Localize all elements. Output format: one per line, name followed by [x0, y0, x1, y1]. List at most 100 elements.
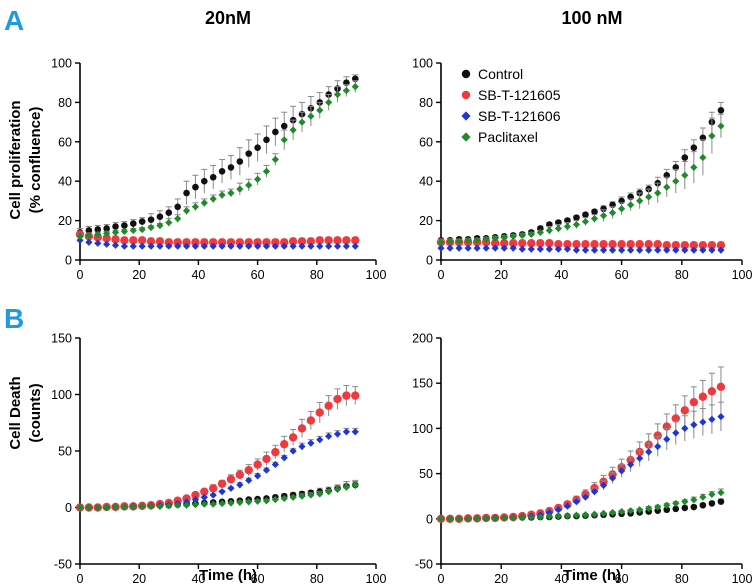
data-point	[165, 218, 173, 227]
data-point	[699, 246, 707, 254]
data-point	[599, 212, 608, 220]
data-point	[518, 239, 527, 248]
data-point	[654, 246, 662, 254]
y-tick-label: 50	[58, 445, 72, 459]
plot-b-20nm: -50 0 50 100 150 0 20 40 60 80 100	[51, 332, 386, 587]
data-point	[437, 515, 445, 523]
data-point	[509, 514, 517, 522]
data-point	[191, 495, 200, 504]
data-point	[545, 245, 553, 253]
data-point	[120, 227, 128, 236]
data-point	[137, 236, 147, 245]
data-point	[307, 112, 315, 120]
data-point	[200, 487, 209, 496]
data-point	[262, 167, 271, 175]
data-point	[316, 490, 324, 498]
data-point	[563, 240, 572, 249]
data-point	[545, 226, 553, 235]
x-tick-label: 20	[494, 572, 508, 586]
data-point	[717, 106, 725, 114]
x-tick-label: 20	[132, 268, 146, 282]
plot-b-100nm: -50 0 50 100 150 200 0 20 40 60 80 100	[412, 332, 752, 587]
data-point	[690, 496, 698, 504]
data-point	[200, 493, 208, 501]
data-point	[325, 488, 333, 496]
data-point	[253, 238, 262, 247]
data-point	[289, 493, 297, 501]
data-point	[254, 175, 262, 183]
x-tick-label: 80	[310, 268, 324, 282]
series-paclitaxel	[437, 113, 725, 246]
data-point	[635, 240, 644, 249]
data-point	[120, 236, 129, 245]
data-point	[554, 224, 562, 233]
data-point	[608, 508, 617, 517]
data-point	[599, 509, 608, 517]
data-point	[582, 211, 589, 218]
x-tick-label: 80	[310, 572, 324, 586]
panel-label-a: A	[4, 5, 24, 36]
series-sb-t-121606	[76, 236, 359, 250]
data-point	[245, 181, 253, 189]
data-point	[209, 195, 217, 203]
data-point	[527, 239, 536, 248]
data-point	[672, 177, 680, 185]
ylabel-death-line1: Cell Death	[7, 376, 24, 449]
x-tick-label: 20	[494, 268, 508, 282]
data-point	[527, 230, 535, 238]
data-point	[315, 236, 324, 245]
data-point	[111, 228, 120, 237]
data-point	[271, 447, 280, 457]
data-point	[680, 406, 690, 415]
data-point	[120, 242, 128, 250]
data-point	[297, 424, 307, 433]
data-point	[581, 246, 590, 254]
data-point	[663, 246, 671, 254]
data-point	[464, 515, 472, 523]
x-tick-label: 100	[366, 572, 387, 586]
data-point	[599, 246, 608, 254]
data-point	[218, 499, 226, 508]
data-point	[307, 439, 315, 447]
xlabel-left: Time (h)	[199, 567, 257, 584]
x-tick-label: 80	[675, 268, 689, 282]
data-point	[289, 242, 297, 250]
data-point	[482, 244, 490, 252]
data-point	[156, 213, 164, 220]
ylabel-death-line2: (counts)	[27, 383, 44, 442]
data-point	[103, 229, 111, 238]
y-tick-label: 100	[412, 422, 433, 436]
data-point	[120, 503, 128, 511]
data-point	[563, 502, 572, 510]
data-point	[618, 507, 626, 516]
data-point	[689, 241, 699, 250]
data-point	[527, 245, 535, 253]
legend-marker	[461, 111, 471, 121]
y-tick-label: 20	[419, 214, 433, 228]
data-point	[226, 238, 236, 247]
data-point	[333, 430, 342, 438]
data-point	[262, 242, 271, 250]
data-point	[280, 136, 288, 144]
legend-item-control: Control	[461, 66, 523, 82]
data-point	[235, 470, 245, 479]
data-point	[209, 238, 218, 247]
data-point	[245, 150, 253, 157]
x-tick-label: 0	[77, 572, 84, 586]
data-point	[85, 238, 93, 246]
data-point	[654, 189, 662, 197]
data-point	[280, 242, 288, 250]
data-point	[599, 240, 608, 249]
data-point	[500, 514, 508, 522]
data-point	[182, 207, 191, 215]
data-point	[554, 240, 563, 249]
data-point	[509, 232, 517, 240]
x-tick-label: 0	[438, 268, 445, 282]
data-point	[482, 235, 490, 243]
data-point	[316, 106, 324, 114]
data-point	[690, 246, 698, 254]
data-point	[245, 498, 253, 506]
x-tick-label: 60	[251, 572, 265, 586]
x-tick-label: 80	[675, 572, 689, 586]
data-point	[102, 234, 111, 243]
